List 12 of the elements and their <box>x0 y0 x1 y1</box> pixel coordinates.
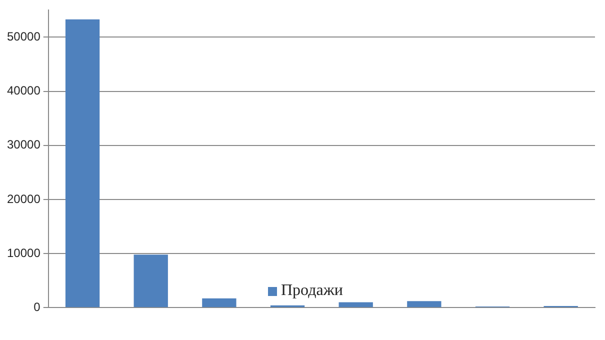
legend-label: Продажи <box>281 282 343 300</box>
bar <box>202 298 236 308</box>
bar <box>338 302 373 308</box>
y-tick-label: 50000 <box>6 30 41 44</box>
y-tick-label: 0 <box>34 300 41 314</box>
y-tick-label: 30000 <box>6 138 41 152</box>
y-tick-label: 40000 <box>6 84 41 98</box>
bar <box>65 19 100 308</box>
y-tick-label: 20000 <box>6 192 41 206</box>
bar <box>407 301 442 308</box>
y-tick-label: 10000 <box>6 246 41 260</box>
bar <box>134 254 168 308</box>
